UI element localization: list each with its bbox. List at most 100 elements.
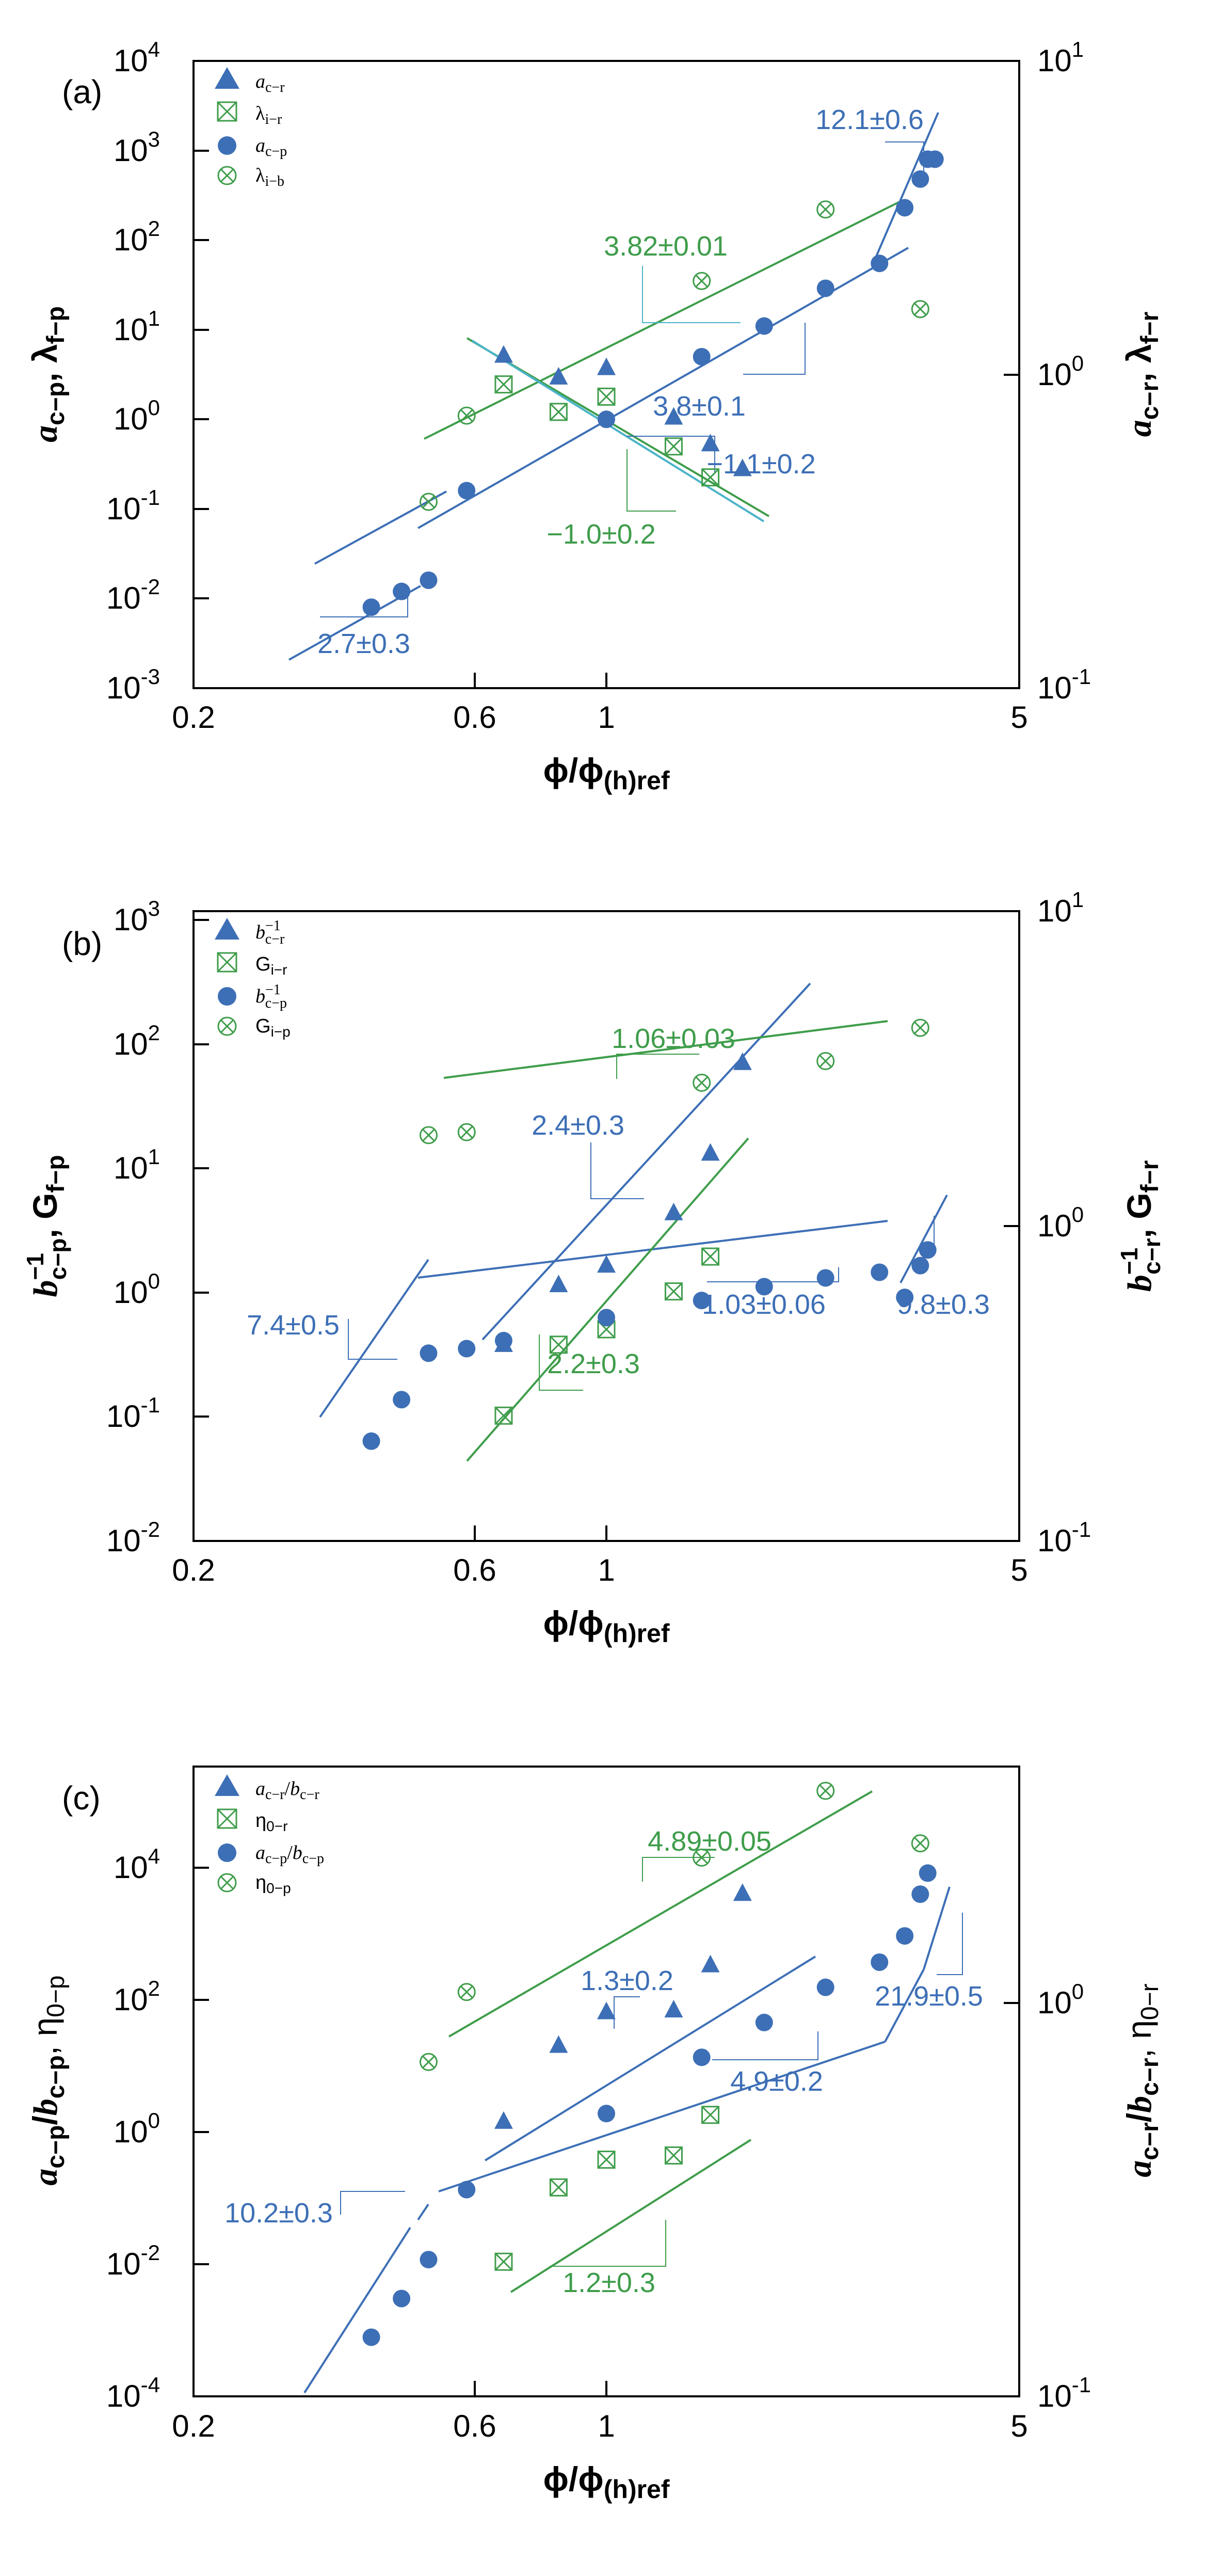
fit-line — [923, 1886, 951, 1970]
ytick-label: 100 — [114, 395, 160, 436]
data-point-circle — [816, 1978, 834, 1996]
fit-line — [443, 1020, 888, 1079]
data-point-circle — [755, 317, 773, 335]
legend-xbox-icon — [217, 101, 237, 122]
data-point-xbox — [549, 1335, 568, 1354]
data-point-triangle — [701, 1143, 720, 1161]
xtick-label: 5 — [1010, 2409, 1027, 2443]
data-point-xbox — [597, 2151, 616, 2169]
legend-circle-icon — [218, 987, 236, 1006]
slope-guide — [707, 1267, 839, 1282]
ytick-label: 102 — [114, 1976, 160, 2017]
slope-guide — [626, 449, 676, 512]
panel-b-label: (b) — [62, 925, 102, 962]
data-point-xcircle — [816, 1782, 835, 1800]
fit-line — [417, 247, 909, 529]
data-point-circle — [896, 199, 914, 217]
data-point-circle — [362, 598, 380, 616]
fit-line — [884, 1969, 925, 2042]
fit-label: 1.06±0.03 — [612, 1023, 735, 1054]
ytick-label: 10-4 — [106, 2373, 160, 2413]
fit-label: 2.4±0.3 — [532, 1110, 624, 1141]
panel-a-data-marks — [362, 150, 944, 616]
data-point-xcircle — [911, 1019, 929, 1037]
fit-label: 1.3±0.2 — [581, 1965, 673, 1996]
data-point-circle — [420, 1344, 438, 1362]
ytick-label: 10-1 — [106, 1393, 160, 1434]
panel-b-data-marks — [362, 1019, 937, 1450]
data-point-xbox — [494, 1406, 513, 1425]
fit-label: 21.9±0.5 — [875, 1981, 983, 2012]
panel-b-x-axis-title: ϕ/ϕ(h)ref — [543, 1604, 669, 1648]
fit-label: −1.0±0.2 — [547, 519, 655, 550]
xtick-label: 0.2 — [172, 1553, 215, 1587]
ytick-label: 104 — [114, 37, 160, 78]
data-point-circle — [393, 582, 411, 600]
slope-guide — [937, 1913, 963, 1975]
data-point-circle — [911, 170, 929, 188]
panel-b-right-yticks: 10-1 100 101 — [1004, 887, 1091, 1558]
data-point-xbox — [664, 1282, 683, 1301]
data-point-circle — [919, 1864, 937, 1882]
ytick-label: 10-2 — [106, 2240, 160, 2281]
data-point-triangle — [664, 407, 683, 425]
data-point-xbox — [597, 387, 616, 406]
data-point-xbox — [701, 468, 720, 487]
fit-line — [871, 112, 939, 266]
data-point-circle — [911, 1257, 929, 1275]
xtick-label: 0.6 — [453, 1553, 496, 1587]
data-point-xcircle — [693, 1073, 711, 1092]
slope-guide — [539, 1334, 583, 1391]
legend-xcircle-icon — [217, 166, 237, 185]
panel-c-slope-guides — [340, 1857, 963, 2267]
slope-guide — [550, 2220, 666, 2267]
slope-guide — [340, 2191, 405, 2215]
legend-label: λi−b — [255, 165, 284, 189]
fit-label: 2.7±0.3 — [317, 628, 410, 659]
data-point-circle — [693, 347, 711, 365]
data-point-circle — [911, 1885, 929, 1903]
panel-a-fit-lines — [288, 112, 939, 661]
xtick-label: 1 — [598, 700, 615, 735]
legend-triangle-icon — [215, 67, 239, 89]
ytick-label: 100 — [1037, 1979, 1084, 2020]
panel-a-fit-labels: 12.1±0.6 3.82±0.01 3.8±0.1 −1.1±0.2 −1.0… — [317, 104, 924, 659]
data-point-circle — [494, 1331, 512, 1349]
data-point-xbox — [549, 2178, 568, 2197]
data-point-xbox — [701, 1247, 720, 1266]
fit-line — [899, 1195, 948, 1283]
data-point-circle — [871, 255, 889, 273]
legend-label: Gi−r — [255, 953, 287, 978]
fit-label: 7.4±0.5 — [247, 1310, 340, 1341]
panel-a-xticks: 0.2 0.6 1 5 — [172, 673, 1028, 735]
ytick-label: 101 — [114, 306, 160, 347]
data-point-circle — [393, 2289, 411, 2308]
data-point-circle — [693, 2048, 711, 2066]
panel-b-xticks: 0.2 0.6 1 5 — [172, 1525, 1028, 1587]
fit-label: 12.1±0.6 — [815, 104, 924, 135]
panel-a-slope-guides — [320, 141, 924, 617]
data-point-triangle — [664, 1202, 683, 1220]
data-point-xbox — [664, 2146, 683, 2165]
ytick-label: 102 — [114, 216, 160, 257]
ytick-label: 10-1 — [1037, 2373, 1091, 2413]
data-point-triangle — [597, 357, 616, 375]
data-point-circle — [896, 1927, 914, 1945]
panel-b-plot-frame — [192, 910, 1020, 1542]
panel-c: (c) 10-4 10-2 100 102 104 10-1 100 0.2 0… — [26, 1766, 1164, 2504]
legend-xbox-icon — [217, 1808, 237, 1829]
ytick-label: 101 — [1037, 37, 1084, 78]
data-point-triangle — [597, 2001, 616, 2020]
panel-b-slope-guides — [348, 1054, 935, 1391]
panel-c-label: (c) — [62, 1779, 101, 1817]
legend-triangle-icon — [215, 1774, 239, 1796]
slope-guide — [616, 1054, 699, 1079]
legend-circle-icon — [218, 1843, 236, 1862]
panel-a-left-y-axis-title: ac−p, λf−p — [26, 306, 70, 442]
data-point-triangle — [733, 458, 752, 476]
legend-label: ac−p/bc−p — [255, 1842, 324, 1867]
fit-label: −1.1±0.2 — [706, 449, 815, 480]
slope-guide — [320, 589, 408, 617]
data-point-triangle — [549, 367, 568, 385]
